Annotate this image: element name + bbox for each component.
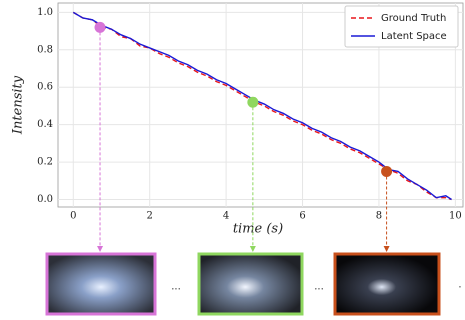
- guide-arrow: [97, 246, 104, 252]
- frame-image: [45, 252, 157, 316]
- ellipsis: ...: [171, 282, 181, 293]
- plot-frame: [57, 2, 464, 208]
- y-axis-label: Intensity: [11, 75, 26, 135]
- series-line: [72, 11, 452, 201]
- marker: [247, 96, 259, 108]
- ellipsis: .: [458, 280, 461, 291]
- marker: [94, 21, 106, 33]
- marker: [381, 165, 393, 177]
- x-tick-label: 10: [449, 211, 462, 222]
- x-axis-label: time (s): [233, 222, 283, 237]
- y-tick-label: 0.0: [37, 194, 53, 205]
- y-tick-label: 0.8: [37, 44, 53, 55]
- ellipsis: ...: [314, 282, 324, 293]
- legend-label: Ground Truth: [381, 13, 446, 24]
- x-tick-label: 4: [223, 211, 229, 222]
- x-tick-label: 6: [299, 211, 305, 222]
- y-tick-label: 0.6: [37, 82, 53, 93]
- y-tick-label: 0.2: [37, 157, 53, 168]
- x-tick-label: 8: [376, 211, 382, 222]
- x-tick-label: 0: [70, 211, 76, 222]
- y-tick-label: 1.0: [37, 7, 53, 18]
- guide-arrow: [383, 246, 390, 252]
- legend-label: Latent Space: [381, 31, 447, 42]
- frame-image: [197, 252, 304, 316]
- x-tick-label: 2: [147, 211, 153, 222]
- frame-image: [333, 252, 441, 316]
- guide-arrow: [249, 246, 256, 252]
- y-tick-label: 0.4: [37, 119, 53, 130]
